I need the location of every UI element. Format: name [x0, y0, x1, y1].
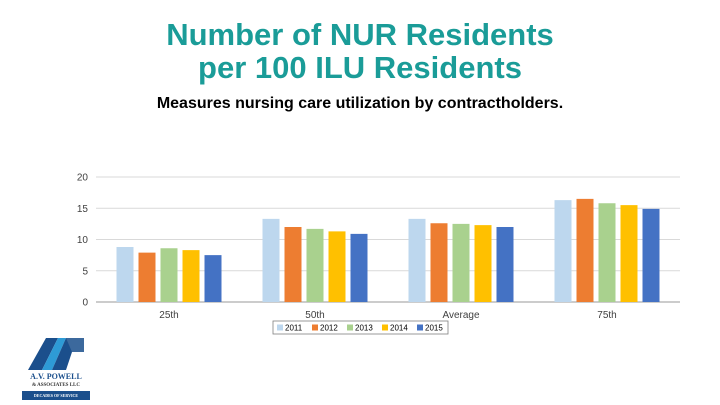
y-tick-label: 10: [77, 235, 89, 246]
legend-swatch-2011: [277, 324, 283, 331]
title-line-1: Number of NUR Residents: [166, 17, 554, 52]
logo-line-3: DECADES OF SERVICE: [22, 391, 90, 400]
legend-box: [272, 320, 449, 335]
x-tick-label: 25th: [159, 310, 178, 321]
bar-2012-Average: [430, 223, 448, 302]
legend-swatch-2014: [382, 324, 388, 331]
bar-2011-25th: [116, 247, 134, 302]
logo-line-2: & ASSOCIATES LLC: [32, 383, 80, 388]
bar-2014-Average: [474, 225, 492, 302]
logo-name: A.V. POWELL: [30, 372, 82, 381]
legend-swatch-2012: [312, 324, 318, 331]
bar-2012-25th: [138, 252, 156, 302]
chart-title: Number of NUR Residents per 100 ILU Resi…: [0, 18, 720, 84]
legend-label-2011: 2011: [285, 324, 303, 333]
legend-label-2012: 2012: [320, 324, 338, 333]
y-tick-label: 5: [82, 266, 88, 277]
av-powell-logo: [28, 338, 84, 370]
bar-2013-25th: [160, 248, 178, 302]
bar-2015-50th: [350, 233, 368, 302]
bar-2011-50th: [262, 218, 280, 302]
chart-subtitle: Measures nursing care utilization by con…: [156, 95, 564, 112]
legend-label-2015: 2015: [425, 324, 443, 333]
y-tick-label: 0: [82, 298, 88, 309]
legend-swatch-2013: [347, 324, 353, 331]
bar-2013-75th: [598, 203, 616, 302]
bar-2014-50th: [328, 231, 346, 302]
logo-text: A.V. POWELL & ASSOCIATES LLC DECADES OF …: [22, 372, 90, 400]
x-tick-label: Average: [442, 310, 480, 321]
x-tick-label: 50th: [305, 310, 324, 321]
bar-2015-75th: [642, 208, 660, 302]
y-tick-label: 15: [77, 204, 89, 215]
bar-2015-Average: [496, 227, 514, 302]
title-line-2: per 100 ILU Residents: [198, 50, 522, 85]
bar-2013-Average: [452, 223, 470, 302]
x-tick-label: 75th: [597, 310, 616, 321]
legend-label-2013: 2013: [355, 324, 373, 333]
legend-swatch-2015: [417, 324, 423, 331]
y-tick-label: 20: [77, 173, 89, 184]
bar-2014-25th: [182, 250, 200, 302]
bar-2011-Average: [408, 218, 426, 302]
bar-2013-50th: [306, 228, 324, 302]
bar-2012-50th: [284, 227, 302, 302]
legend-label-2014: 2014: [390, 324, 408, 333]
bar-2014-75th: [620, 205, 638, 302]
bar-2015-25th: [204, 255, 222, 302]
bar-2012-75th: [576, 198, 594, 302]
bar-2011-75th: [554, 200, 572, 302]
